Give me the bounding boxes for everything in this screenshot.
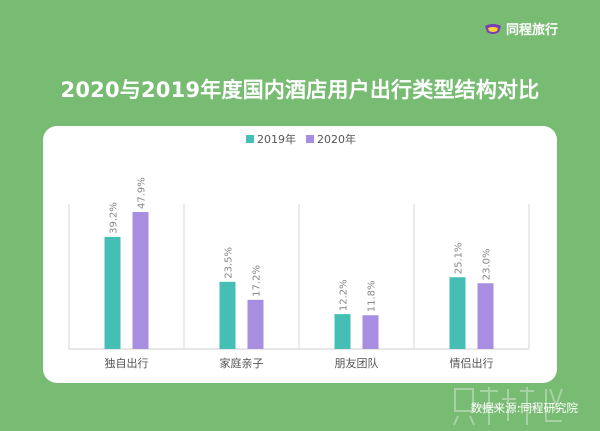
bar-3-0: [449, 277, 466, 349]
category-label: 情侣出行: [450, 356, 494, 370]
tongcheng-logo-icon: [484, 22, 502, 36]
data-label: 23.5%: [224, 247, 235, 279]
watermark-logo: [453, 387, 563, 426]
legend-label-1: 2020年: [317, 132, 356, 146]
data-label: 47.9%: [137, 177, 148, 209]
category-label: 家庭亲子: [220, 356, 264, 370]
brand-logo: 同程旅行: [484, 19, 558, 38]
legend-label-0: 2019年: [257, 132, 296, 146]
data-label: 17.2%: [252, 265, 263, 297]
bar-2-0: [334, 314, 351, 349]
data-label: 25.1%: [454, 242, 465, 274]
legend-swatch-0: [246, 135, 254, 143]
bar-2-1: [362, 315, 379, 349]
category-label: 独自出行: [105, 356, 149, 370]
data-label: 11.8%: [367, 280, 378, 312]
bar-chart: 2019年 2020年 39.2% 47.9% 独自出行 23.5% 17.2% 家庭亲子 12…: [68, 132, 530, 370]
page-title: 2020与2019年度国内酒店用户出行类型结构对比: [60, 78, 540, 102]
brand-name: 同程旅行: [506, 23, 559, 38]
bar-3-1: [477, 283, 494, 349]
data-label: 12.2%: [339, 279, 350, 311]
bar-0-1: [132, 212, 149, 349]
category-label: 朋友团队: [335, 356, 379, 370]
data-label: 23.0%: [482, 248, 493, 280]
bar-0-0: [104, 236, 121, 349]
chart-card: 2019年 2020年 39.2% 47.9% 独自出行 23.5% 17.2% 家庭亲子 12…: [43, 126, 557, 383]
bar-1-1: [247, 299, 264, 349]
legend-swatch-1: [306, 135, 314, 143]
bar-1-0: [219, 281, 236, 349]
source-note: 数据来源:同程研究院: [470, 401, 578, 415]
data-label: 39.2%: [109, 202, 120, 234]
